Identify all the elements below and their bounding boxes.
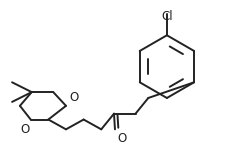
- Text: O: O: [69, 91, 78, 104]
- Text: Cl: Cl: [161, 10, 173, 23]
- Text: O: O: [117, 132, 126, 145]
- Text: O: O: [20, 123, 30, 136]
